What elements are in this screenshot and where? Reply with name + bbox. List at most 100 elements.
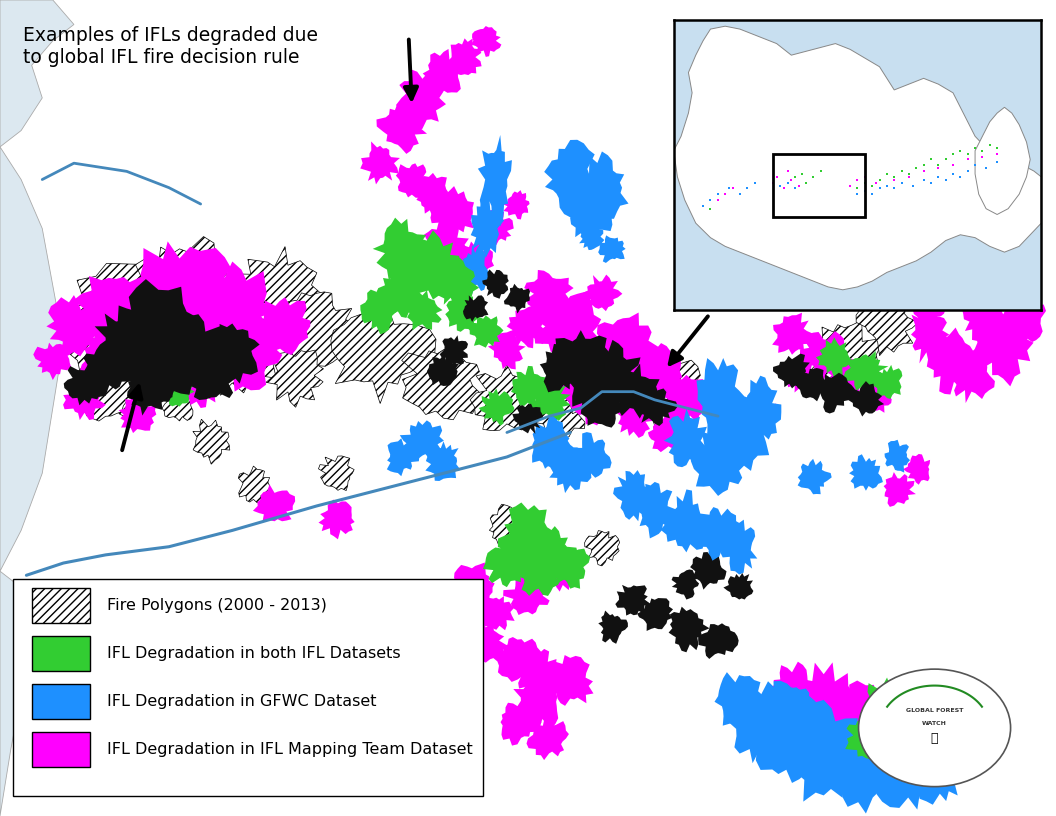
Polygon shape [497, 503, 558, 577]
Polygon shape [637, 598, 673, 631]
Polygon shape [524, 526, 578, 586]
Polygon shape [79, 336, 134, 388]
Polygon shape [824, 681, 906, 774]
Polygon shape [34, 343, 72, 380]
Polygon shape [691, 552, 727, 590]
Polygon shape [142, 357, 176, 390]
Polygon shape [633, 482, 678, 539]
Polygon shape [810, 321, 880, 391]
Polygon shape [816, 337, 854, 378]
Polygon shape [661, 374, 712, 428]
Polygon shape [974, 300, 1034, 387]
Polygon shape [0, 147, 63, 571]
Polygon shape [319, 499, 355, 539]
Polygon shape [503, 190, 529, 220]
Polygon shape [698, 507, 739, 562]
Polygon shape [614, 470, 654, 521]
Polygon shape [527, 718, 569, 760]
Polygon shape [478, 135, 512, 227]
Polygon shape [331, 310, 436, 403]
Polygon shape [253, 485, 296, 521]
Polygon shape [488, 330, 526, 370]
Polygon shape [674, 26, 1041, 290]
Polygon shape [884, 472, 916, 507]
Polygon shape [94, 305, 155, 372]
Polygon shape [878, 694, 934, 761]
Polygon shape [63, 362, 105, 406]
Polygon shape [258, 297, 310, 355]
Polygon shape [524, 270, 573, 318]
Polygon shape [844, 351, 888, 393]
Polygon shape [70, 276, 162, 356]
Polygon shape [377, 100, 427, 154]
Polygon shape [797, 459, 832, 494]
Polygon shape [623, 342, 682, 398]
Polygon shape [849, 455, 883, 490]
Polygon shape [0, 0, 74, 147]
Polygon shape [136, 341, 196, 401]
Polygon shape [400, 230, 466, 299]
Polygon shape [546, 655, 593, 706]
Polygon shape [648, 413, 680, 452]
Polygon shape [130, 237, 229, 335]
Polygon shape [773, 681, 814, 743]
Polygon shape [151, 314, 225, 390]
Polygon shape [174, 359, 225, 408]
Polygon shape [507, 305, 548, 348]
Polygon shape [962, 291, 1004, 341]
Polygon shape [531, 290, 602, 366]
Polygon shape [46, 295, 102, 357]
Polygon shape [698, 623, 738, 659]
Polygon shape [492, 637, 543, 682]
Polygon shape [741, 401, 779, 436]
Polygon shape [124, 322, 197, 392]
Polygon shape [672, 570, 699, 600]
Polygon shape [489, 504, 527, 548]
Polygon shape [483, 269, 509, 299]
Polygon shape [468, 316, 504, 348]
Bar [773, 153, 865, 217]
Polygon shape [691, 427, 742, 496]
Polygon shape [555, 343, 611, 402]
Polygon shape [572, 432, 611, 478]
Polygon shape [448, 38, 482, 75]
Polygon shape [483, 535, 530, 588]
Polygon shape [814, 373, 854, 414]
Text: IFL Degradation in both IFL Datasets: IFL Degradation in both IFL Datasets [107, 646, 400, 661]
Polygon shape [584, 340, 643, 400]
Polygon shape [864, 677, 913, 738]
Polygon shape [873, 726, 946, 809]
Polygon shape [616, 394, 655, 438]
Polygon shape [581, 387, 624, 428]
Polygon shape [720, 520, 757, 574]
Polygon shape [478, 210, 514, 245]
Polygon shape [516, 649, 561, 692]
Polygon shape [773, 353, 810, 388]
Polygon shape [373, 218, 428, 279]
Polygon shape [118, 394, 156, 433]
Polygon shape [722, 417, 755, 450]
Polygon shape [55, 264, 213, 423]
Polygon shape [429, 186, 474, 233]
Polygon shape [925, 711, 974, 765]
Polygon shape [400, 420, 444, 460]
Polygon shape [463, 295, 488, 322]
Polygon shape [788, 663, 859, 759]
Polygon shape [105, 279, 208, 384]
Polygon shape [0, 571, 32, 816]
Polygon shape [544, 140, 595, 217]
Polygon shape [461, 245, 489, 295]
Polygon shape [515, 553, 561, 596]
Polygon shape [476, 596, 514, 630]
Polygon shape [529, 378, 570, 421]
Polygon shape [856, 296, 919, 356]
Polygon shape [276, 292, 357, 366]
Polygon shape [544, 552, 578, 592]
Polygon shape [796, 368, 828, 401]
Polygon shape [540, 344, 583, 392]
Bar [32, 685, 90, 719]
Polygon shape [401, 290, 442, 330]
Polygon shape [396, 163, 429, 198]
Polygon shape [599, 610, 628, 644]
Polygon shape [668, 606, 710, 652]
